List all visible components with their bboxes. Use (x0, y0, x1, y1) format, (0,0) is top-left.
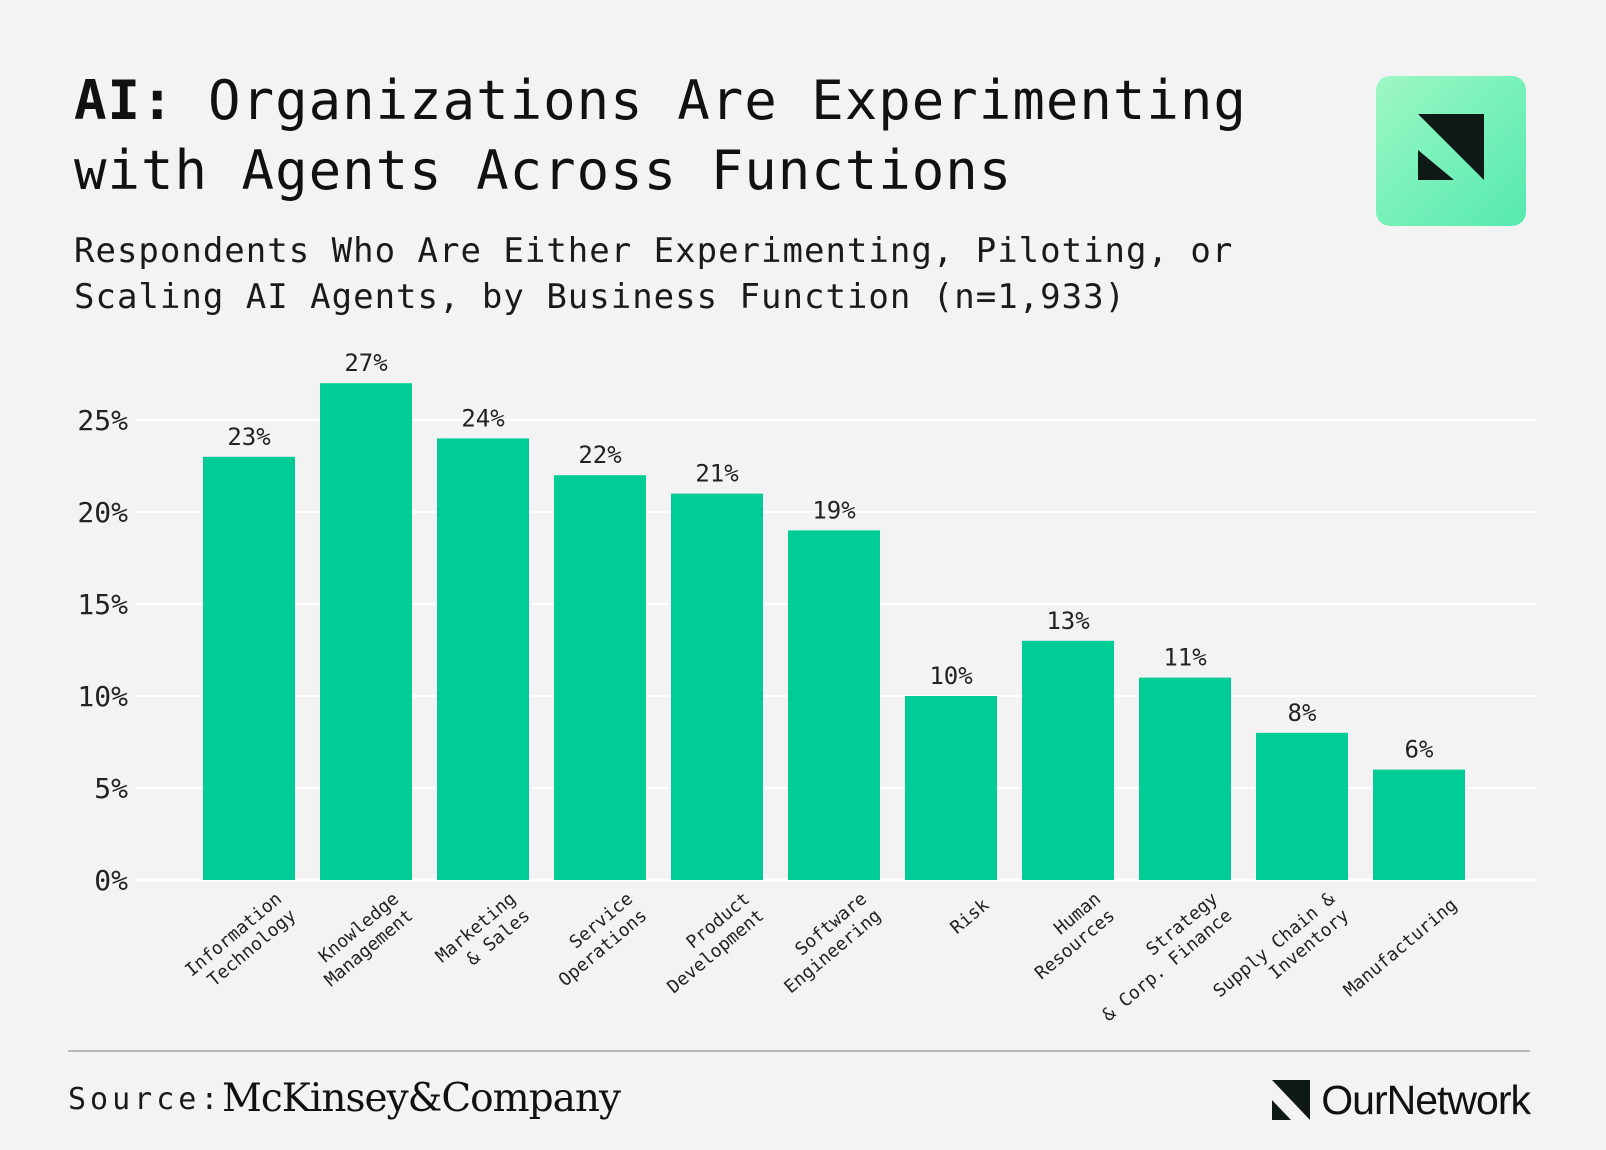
bar-6 (788, 530, 880, 880)
bar-value-label-3: 24% (461, 404, 505, 432)
x-tick-label-line: Risk (946, 894, 993, 938)
brand-tile (1376, 76, 1526, 226)
bar-value-label-6: 19% (812, 496, 856, 524)
bar-value-label-2: 27% (344, 349, 388, 377)
footer-brand: OurNetwork (1271, 1076, 1531, 1124)
bar-11 (1373, 769, 1465, 880)
y-tick-label-15: 15% (77, 588, 128, 621)
bar-value-label-9: 11% (1163, 644, 1207, 672)
bar-1 (203, 456, 295, 880)
y-tick-label-10: 10% (77, 680, 128, 713)
bar-value-label-7: 10% (929, 662, 973, 690)
bar-10 (1256, 732, 1348, 880)
source-label: Source: (68, 1082, 223, 1117)
bar-value-label-5: 21% (695, 460, 739, 488)
footer-divider (68, 1050, 1530, 1052)
bar-2 (320, 383, 412, 880)
bar-8 (1022, 640, 1114, 880)
bar-4 (554, 475, 646, 880)
chart-title: AI: Organizations Are Experimenting with… (74, 66, 1314, 206)
bar-value-label-11: 6% (1405, 736, 1434, 764)
bar-value-label-10: 8% (1288, 699, 1317, 727)
bar-value-label-8: 13% (1046, 607, 1090, 635)
y-tick-label-25: 25% (77, 404, 128, 437)
y-tick-label-5: 5% (94, 772, 128, 805)
bar-3 (437, 438, 529, 880)
y-tick-label-0: 0% (94, 864, 128, 897)
x-tick-label-line: Manufacturing (1340, 894, 1461, 1001)
bar-chart: 0% 5% 10% 15% 20% 25% 23% InformationTechnology… (77, 349, 1536, 1026)
x-tick-label-11: Manufacturing (1340, 894, 1461, 1001)
source-logo-text: McKinsey&Company (222, 1076, 621, 1121)
bar-value-label-1: 23% (227, 423, 271, 451)
bar-value-label-4: 22% (578, 441, 622, 469)
bar-7 (905, 696, 997, 880)
x-tick-label-7: Risk (946, 894, 993, 938)
y-tick-label-20: 20% (77, 496, 128, 529)
x-tick-label-10: Supply Chain &Inventory (1209, 888, 1353, 1002)
x-tick-label-3: Marketing& Sales (432, 888, 534, 970)
bar-9 (1139, 677, 1231, 880)
chart-area: 0% 5% 10% 15% 20% 25% 23% Information Technology… (0, 340, 1606, 1040)
footer-brand-name: OurNetwork (1321, 1077, 1531, 1123)
chart-title-lead: AI: (74, 69, 175, 132)
footer-ournetwork-logo-icon (1272, 1080, 1311, 1120)
bar-5 (671, 493, 763, 880)
chart-subtitle: Respondents Who Are Either Experimenting… (74, 231, 1234, 317)
ournetwork-logo-icon (1418, 114, 1484, 180)
chart-title-rest: Organizations Are Experimenting with Age… (74, 69, 1247, 202)
